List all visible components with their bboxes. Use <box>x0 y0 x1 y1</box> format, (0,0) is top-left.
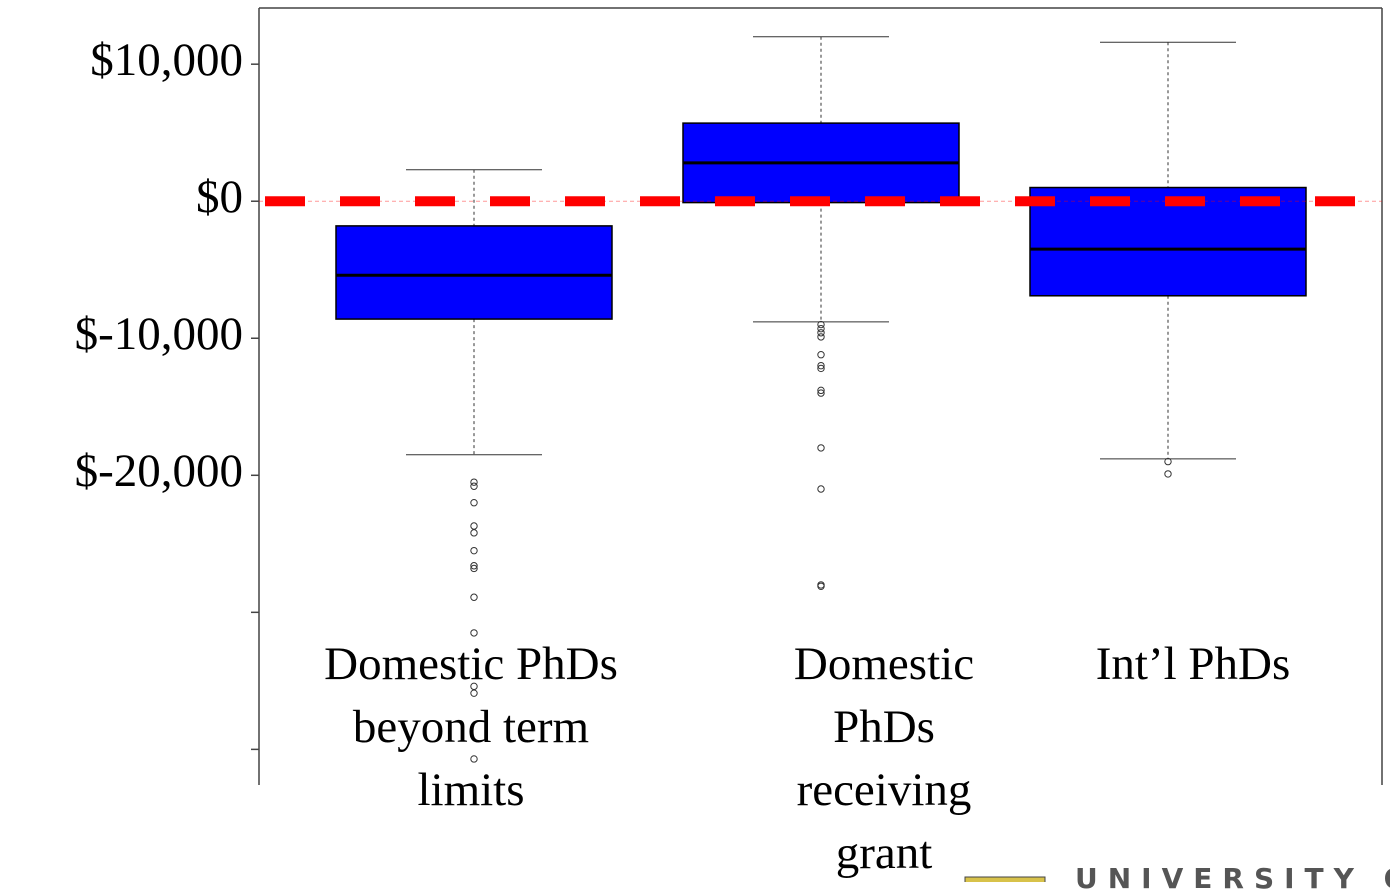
y-tick-label: $-20,000 <box>75 445 243 497</box>
outlier <box>1164 470 1172 478</box>
y-tick-label: $10,000 <box>90 34 243 86</box>
outlier <box>470 562 478 570</box>
outlier <box>1164 457 1172 466</box>
outlier <box>817 444 825 452</box>
outlier <box>470 529 478 537</box>
logo <box>964 876 1046 882</box>
outlier <box>817 333 825 341</box>
outlier <box>817 386 825 395</box>
outlier <box>470 564 478 573</box>
outlier <box>817 329 825 337</box>
outlier <box>817 320 825 329</box>
footer-text: UNIVERSITY OF <box>1075 862 1390 895</box>
outlier <box>817 485 825 493</box>
outlier <box>817 351 825 359</box>
outlier <box>470 755 478 763</box>
x-tick-label: Domestic PhDs beyond term limits <box>324 638 618 816</box>
outlier <box>817 389 825 397</box>
x-tick-label: Int’l PhDs <box>1095 638 1291 690</box>
outlier <box>817 582 825 590</box>
outlier <box>470 689 478 697</box>
y-tick-label: $-10,000 <box>75 308 243 360</box>
outlier <box>470 546 478 555</box>
box <box>335 225 613 320</box>
outlier <box>470 629 478 637</box>
outlier <box>470 482 478 490</box>
outlier <box>817 324 825 333</box>
outlier <box>470 478 478 486</box>
outlier <box>470 593 478 601</box>
outlier <box>470 499 478 507</box>
y-tick-label: $0 <box>196 171 243 223</box>
outlier <box>817 361 825 370</box>
x-tick-label: Domestic PhDs receiving grant <box>793 638 975 879</box>
outlier <box>470 522 478 530</box>
outlier <box>817 364 825 373</box>
